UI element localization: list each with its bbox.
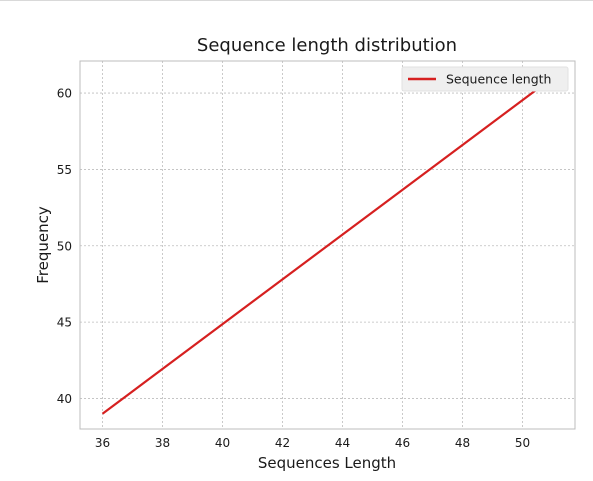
- x-tick-label: 42: [275, 436, 290, 450]
- y-axis-label: Frequency: [34, 206, 52, 284]
- y-tick-label: 55: [57, 163, 72, 177]
- x-tick-label: 46: [395, 436, 410, 450]
- x-tick-label: 48: [455, 436, 470, 450]
- chart-title: Sequence length distribution: [197, 35, 457, 56]
- legend-label: Sequence length: [446, 72, 551, 87]
- x-axis-label: Sequences Length: [258, 454, 396, 472]
- x-tick-label: 40: [215, 436, 230, 450]
- x-tick-label: 38: [155, 436, 170, 450]
- y-tick-label: 45: [57, 316, 72, 330]
- y-tick-label: 50: [57, 239, 72, 253]
- y-tick-label: 40: [57, 392, 72, 406]
- y-tick-labels: 40 45 50 55 60: [57, 87, 72, 406]
- x-tick-label: 36: [95, 436, 110, 450]
- x-tick-labels: 36 38 40 42 44 46 48 50: [95, 436, 530, 450]
- x-tick-label: 50: [515, 436, 530, 450]
- y-tick-label: 60: [57, 87, 72, 101]
- x-tick-label: 44: [335, 436, 350, 450]
- legend: Sequence length: [402, 67, 568, 91]
